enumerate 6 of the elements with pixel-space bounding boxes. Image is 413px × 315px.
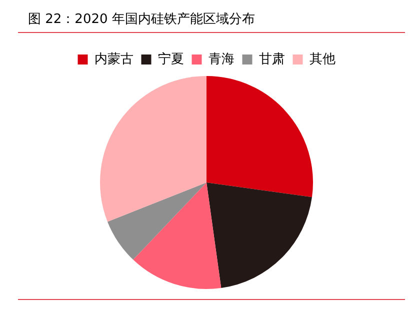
chart-title: 图 22：2020 年国内硅铁产能区域分布: [18, 8, 405, 33]
legend-label: 其他: [309, 52, 336, 67]
legend-label: 内蒙古: [94, 52, 134, 67]
legend-label: 青海: [208, 52, 234, 67]
legend-label: 宁夏: [158, 50, 184, 67]
legend-label: 甘肃: [258, 52, 285, 67]
